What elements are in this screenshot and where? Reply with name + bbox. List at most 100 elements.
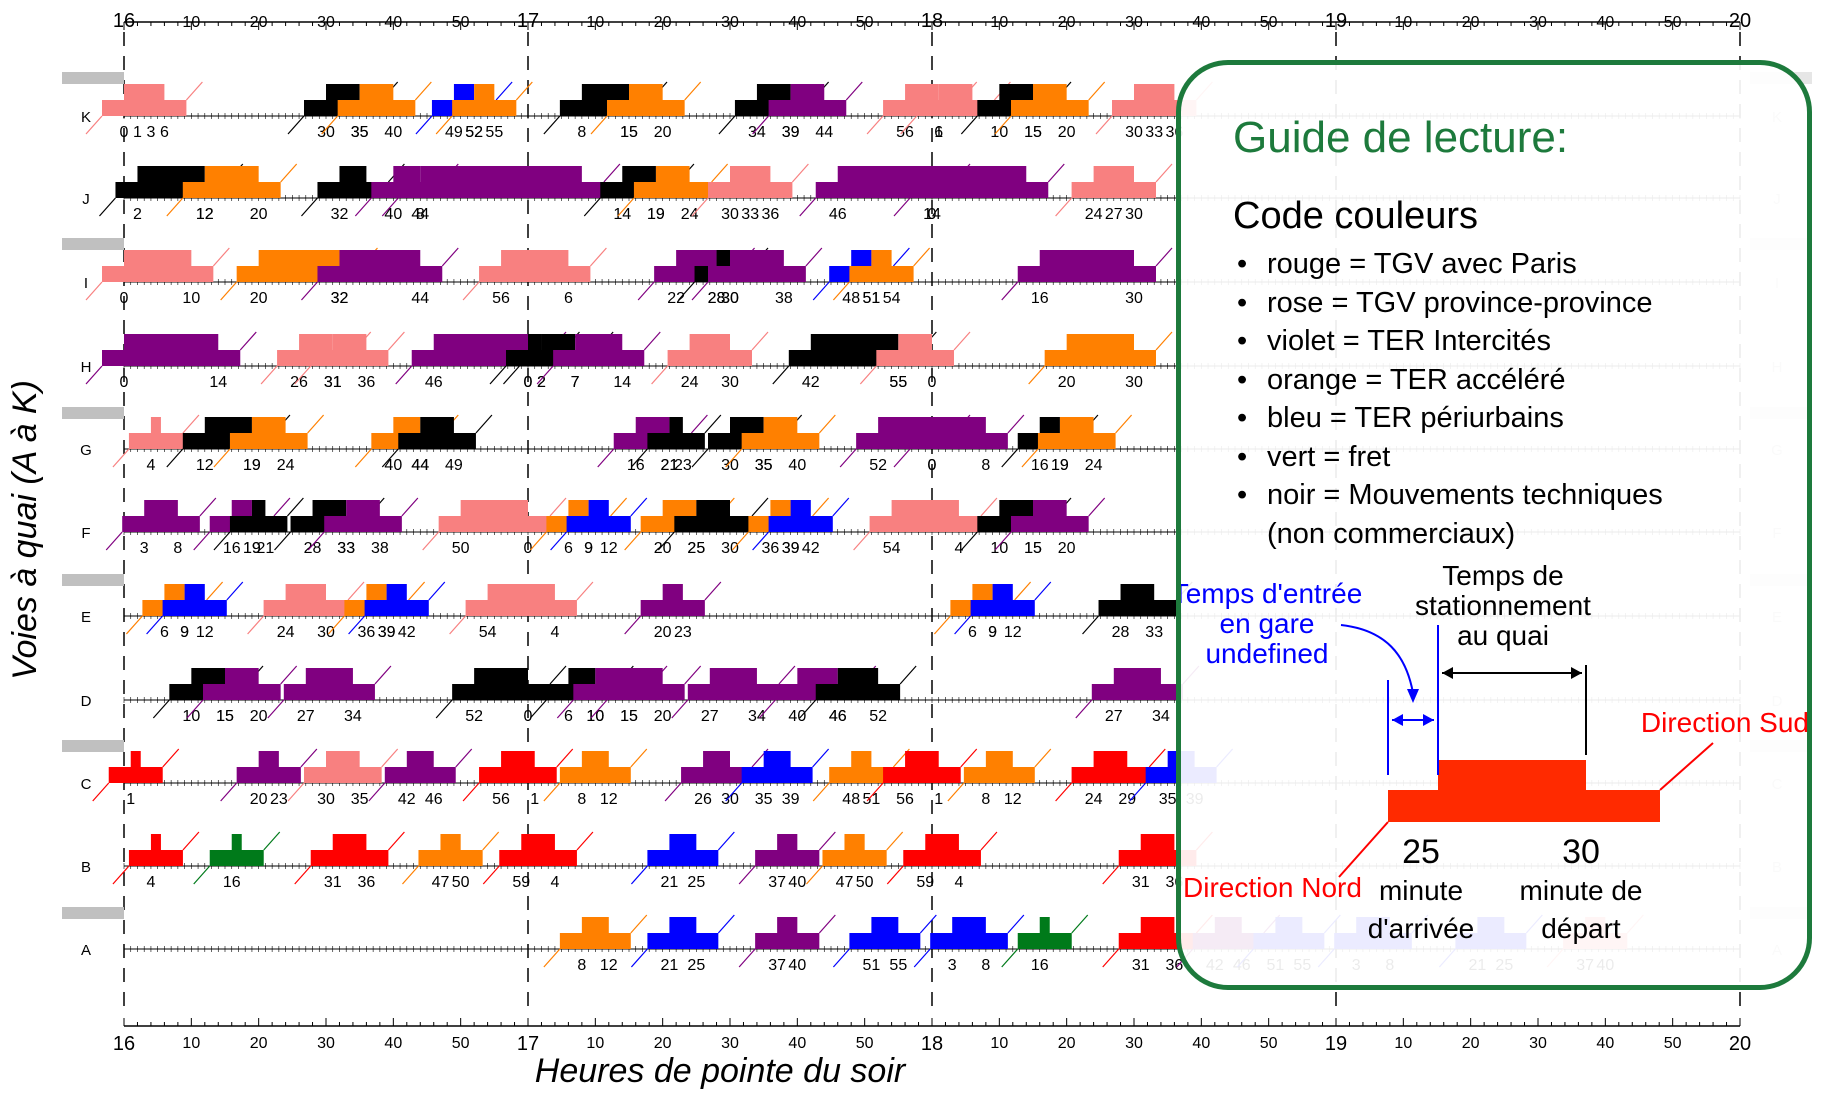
minute-tick-label: 50 [452,1035,470,1052]
train-bar-top [339,250,421,266]
train-bar-top [669,834,697,850]
legend-item: orange = TER accéléré [1233,361,1663,400]
train-direction-tick [1014,581,1032,601]
train-minute-label: 8 [981,791,990,808]
train-direction-tick [286,497,304,517]
train-minute-label: 12 [196,206,214,223]
train-direction-tick [1088,81,1106,101]
train-bar-body [122,516,200,532]
train-minute-label: 55 [889,957,907,974]
train-direction-tick [812,281,830,301]
train-bar-top [851,250,872,266]
train-direction-tick [381,448,399,468]
train-direction-tick [886,831,904,851]
train-minute-label: 12 [600,791,618,808]
train-bar-body [822,850,887,866]
train-minute-label: 1 [126,791,135,808]
train-minute-label: 19 [647,206,665,223]
train-bar-top [676,250,717,266]
train-minute-label: 19 [243,540,261,557]
train-minute-label: 15 [1024,540,1042,557]
train-bar-body [1098,600,1177,616]
train-bar-top [662,584,683,600]
minute-tick-label: 50 [1260,14,1278,31]
train-bar-body [667,350,752,366]
train-minute-label: 8 [577,957,586,974]
train-direction-tick [401,497,419,517]
train-minute-label: 20 [654,124,672,141]
train-bar-body [755,933,820,949]
minute-tick-label: 30 [721,14,739,31]
train-direction-tick [273,497,291,517]
train-direction-tick [738,948,756,968]
train-direction-tick [294,365,312,385]
train-minute-label: 15 [216,708,234,725]
train-minute-label: 34 [1152,708,1170,725]
train-minute-label: 35 [351,791,369,808]
south-label: Direction Sud [1641,707,1809,738]
track-label: A [81,942,91,959]
minute-tick-label: 40 [1596,14,1614,31]
train-direction-tick [853,531,871,551]
train-direction-tick [347,581,365,601]
train-bar-top [878,417,932,433]
train-minute-label: 0 [928,457,937,474]
train-direction-tick [892,247,910,267]
train-direction-tick [832,281,850,301]
train-minute-label: 32 [331,290,349,307]
train-direction-tick [301,281,318,301]
train-bar-top [386,584,407,600]
train-direction-tick [960,115,978,135]
train-bar-body [687,684,779,700]
train-bar-top [359,84,394,100]
train-minute-label: 31 [324,874,342,891]
example-diagram: Temps d'entrée en gare undefined Temps de s… [1181,560,1809,944]
train-bar-top [581,84,629,100]
train-direction-tick [92,782,110,802]
train-minute-label: 19 [243,457,261,474]
train-direction-tick [247,615,265,635]
train-direction-tick [1148,748,1166,768]
train-minute-label: 19 [647,206,665,223]
train-direction-tick [954,615,972,635]
train-direction-tick [435,699,453,719]
hour-tick-label: 19 [1325,1033,1347,1055]
train-minute-label: 29 [1118,791,1136,808]
train-minute-label: 39 [782,540,800,557]
hour-tick-label: 17 [517,10,539,32]
train-bar-top [770,500,791,516]
north-pointer [1338,821,1389,878]
train-minute-label: 30 [1125,374,1143,391]
train-bar-body [607,684,685,700]
train-bar-body [337,100,416,116]
train-bar-top [420,417,454,433]
guide-subtitle: Code couleurs [1233,195,1479,237]
train-minute-label: 15 [1024,124,1042,141]
train-minute-label: 19 [1051,457,1069,474]
train-bar-top [588,500,609,516]
train-minute-label: 28 [304,540,322,557]
train-direction-tick [1055,197,1073,217]
train-direction-tick [387,331,405,351]
train-minute-label: 27 [297,708,315,725]
track-label: D [81,693,92,710]
train-direction-tick [162,748,180,768]
train-direction-tick [919,914,937,934]
train-direction-tick [556,699,574,719]
minute-tick-label: 20 [1058,1035,1076,1052]
hour-tick-label: 18 [921,10,943,32]
track-label: B [81,859,91,876]
train-direction-tick [529,531,547,551]
train-minute-label: 47 [432,874,450,891]
train-bar-top [1039,250,1134,266]
train-minute-label: 54 [883,540,901,557]
train-minute-label: 6 [160,624,169,641]
train-bar-top [575,334,623,350]
train-direction-tick [886,865,904,885]
train-minute-label: 36 [358,374,376,391]
train-direction-tick [212,247,230,267]
hour-tick-label: 20 [1729,1033,1751,1055]
train-minute-label: 4 [954,874,963,891]
train-minute-label: 20 [654,540,672,557]
train-bar-top [790,84,825,100]
